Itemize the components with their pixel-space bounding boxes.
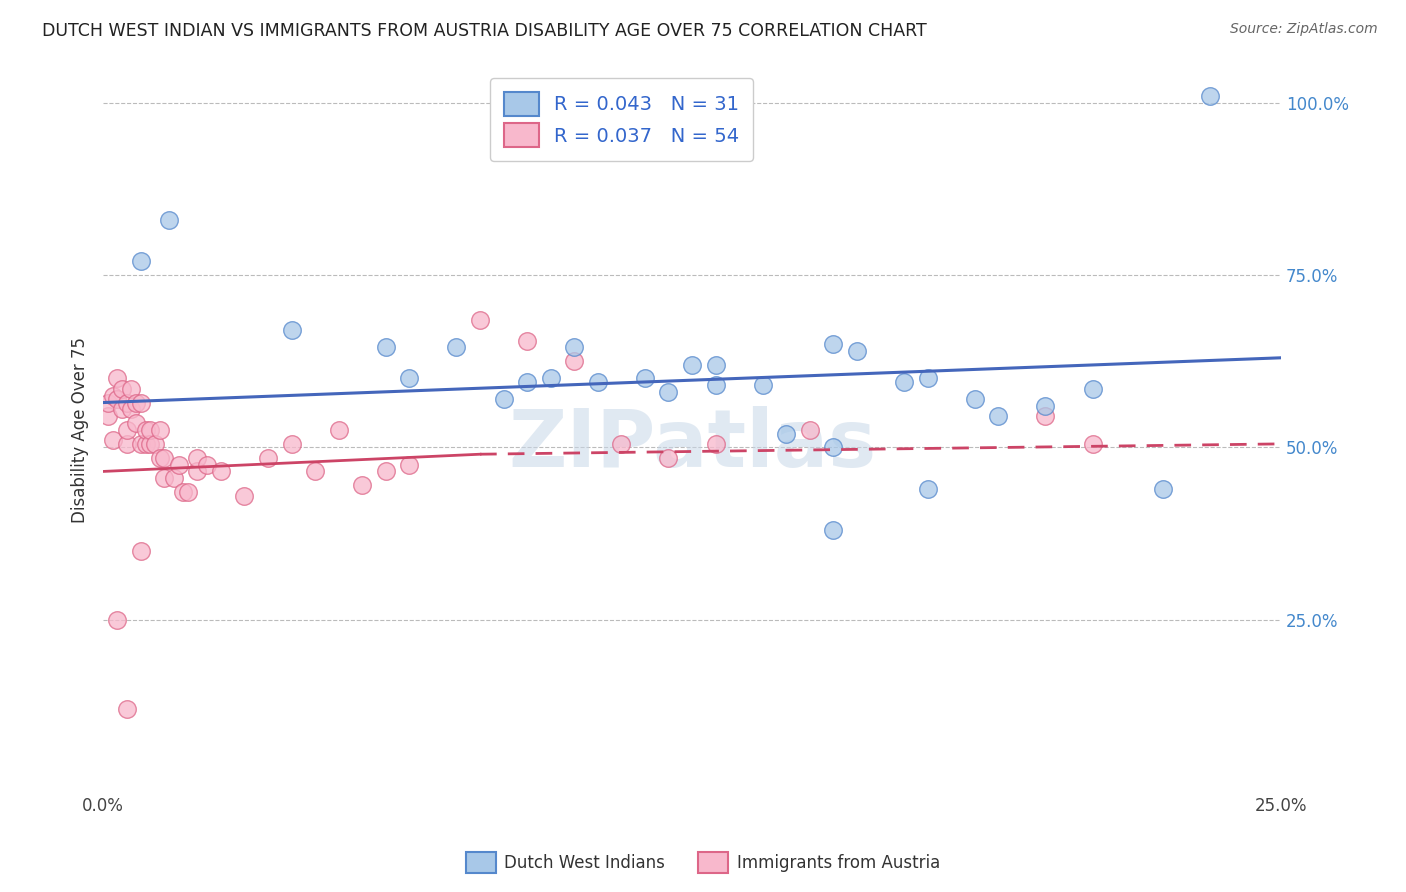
Point <box>153 450 176 465</box>
Legend: R = 0.043   N = 31, R = 0.037   N = 54: R = 0.043 N = 31, R = 0.037 N = 54 <box>489 78 752 161</box>
Point <box>374 341 396 355</box>
Point <box>987 409 1010 424</box>
Point <box>823 337 845 351</box>
Point <box>562 354 585 368</box>
Point <box>135 423 157 437</box>
Point <box>280 323 302 337</box>
Point <box>1152 482 1174 496</box>
Point <box>1081 437 1104 451</box>
Point <box>1035 409 1057 424</box>
Point <box>135 437 157 451</box>
Point <box>125 416 148 430</box>
Point <box>177 485 200 500</box>
Point <box>97 409 120 424</box>
Point <box>257 450 280 465</box>
Point <box>398 458 420 472</box>
Point <box>516 375 538 389</box>
Point <box>129 437 152 451</box>
Point <box>115 702 138 716</box>
Point <box>1199 89 1222 103</box>
Point <box>280 437 302 451</box>
Point <box>516 334 538 348</box>
Point <box>562 341 585 355</box>
Point <box>120 382 142 396</box>
Text: Source: ZipAtlas.com: Source: ZipAtlas.com <box>1230 22 1378 37</box>
Point <box>172 485 194 500</box>
Point <box>97 395 120 409</box>
Point <box>893 375 915 389</box>
Point <box>101 389 124 403</box>
Point <box>751 378 773 392</box>
Point <box>468 313 491 327</box>
Point <box>823 523 845 537</box>
Point <box>845 343 868 358</box>
Point <box>195 458 218 472</box>
Point <box>446 341 468 355</box>
Point <box>105 371 128 385</box>
Point <box>115 423 138 437</box>
Point <box>111 402 134 417</box>
Point <box>634 371 657 385</box>
Point <box>149 423 172 437</box>
Text: DUTCH WEST INDIAN VS IMMIGRANTS FROM AUSTRIA DISABILITY AGE OVER 75 CORRELATION : DUTCH WEST INDIAN VS IMMIGRANTS FROM AUS… <box>42 22 927 40</box>
Point <box>157 213 180 227</box>
Point <box>129 395 152 409</box>
Point <box>704 437 727 451</box>
Point <box>105 613 128 627</box>
Point <box>139 423 162 437</box>
Point <box>657 385 679 400</box>
Point <box>129 254 152 268</box>
Point <box>153 471 176 485</box>
Point <box>917 371 939 385</box>
Legend: Dutch West Indians, Immigrants from Austria: Dutch West Indians, Immigrants from Aust… <box>460 846 946 880</box>
Point <box>115 395 138 409</box>
Text: ZIPatlas: ZIPatlas <box>508 406 876 483</box>
Point <box>120 402 142 417</box>
Point <box>586 375 609 389</box>
Point <box>1081 382 1104 396</box>
Point <box>149 450 172 465</box>
Point <box>799 423 821 437</box>
Point <box>610 437 633 451</box>
Point <box>139 437 162 451</box>
Point <box>233 489 256 503</box>
Point <box>963 392 986 406</box>
Point <box>167 458 190 472</box>
Point <box>1035 399 1057 413</box>
Point <box>111 382 134 396</box>
Point <box>681 358 703 372</box>
Point <box>775 426 797 441</box>
Point <box>125 395 148 409</box>
Point <box>328 423 350 437</box>
Point <box>917 482 939 496</box>
Point <box>163 471 186 485</box>
Y-axis label: Disability Age Over 75: Disability Age Over 75 <box>72 337 89 523</box>
Point <box>186 465 208 479</box>
Point <box>374 465 396 479</box>
Point <box>352 478 374 492</box>
Point <box>105 392 128 406</box>
Point <box>657 450 679 465</box>
Point <box>209 465 232 479</box>
Point <box>540 371 562 385</box>
Point <box>143 437 166 451</box>
Point <box>823 440 845 454</box>
Point <box>115 437 138 451</box>
Point <box>492 392 515 406</box>
Point <box>304 465 326 479</box>
Point <box>398 371 420 385</box>
Point <box>129 543 152 558</box>
Point <box>186 450 208 465</box>
Point <box>704 358 727 372</box>
Point <box>704 378 727 392</box>
Point <box>101 434 124 448</box>
